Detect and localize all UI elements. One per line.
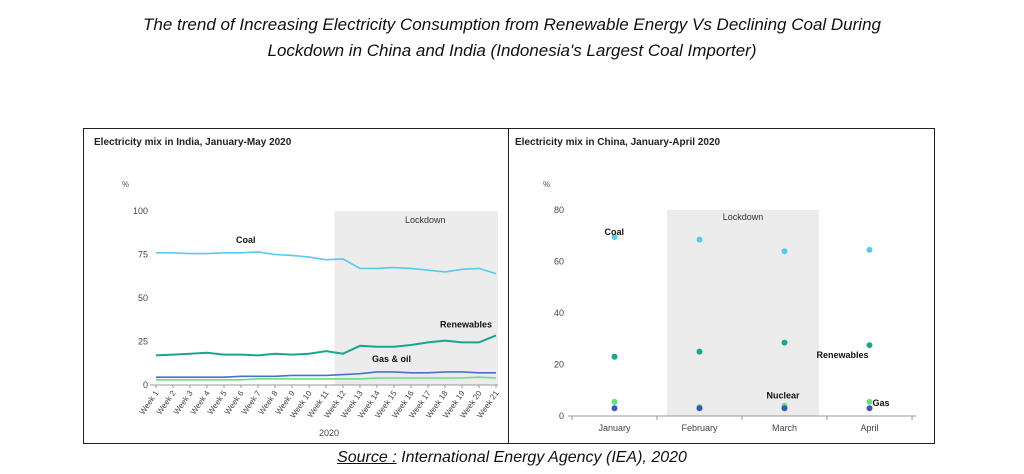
china-renewables-point: [611, 353, 618, 360]
china-renewables-point: [866, 342, 873, 349]
india-lockdown-shade: [334, 211, 498, 385]
charts-frame: [83, 128, 935, 444]
india-y-tick-label: 50: [138, 293, 148, 303]
india-gas-oil-line: [156, 371, 496, 378]
india-chart-title: Electricity mix in India, January-May 20…: [94, 137, 292, 148]
china-coal-point: [781, 248, 788, 255]
china-renewables-point: [781, 339, 788, 346]
india-renewables-line: [155, 334, 497, 357]
china-x-tick-label: March: [772, 423, 797, 433]
china-nuclear-point: [866, 405, 873, 412]
source-note: Source : International Energy Agency (IE…: [0, 449, 1024, 467]
main-title: The trend of Increasing Electricity Cons…: [0, 12, 1024, 64]
india-lockdown-label: Lockdown: [405, 215, 446, 225]
china-gas-annotation: Gas: [873, 398, 890, 408]
china-coal-point: [696, 236, 703, 243]
china-lockdown-label: Lockdown: [723, 212, 764, 222]
source-key: Source :: [337, 449, 397, 466]
china-nuclear-point: [696, 405, 703, 412]
india-y-tick-label: 75: [138, 250, 148, 260]
india-coal-line: [156, 251, 497, 275]
china-x-tick-label: April: [860, 423, 878, 433]
china-gas-point: [866, 398, 873, 405]
india-renewables-annotation: Renewables: [440, 319, 492, 329]
india-coal-annotation: Coal: [236, 235, 256, 245]
main-title-line-2: Lockdown in China and India (Indonesia's…: [267, 41, 757, 60]
china-electricity-chart: Electricity mix in China, January-April …: [515, 137, 916, 433]
india-green-line: [156, 376, 497, 381]
china-y-tick-label: 0: [559, 411, 564, 421]
china-y-tick-label: 60: [554, 257, 564, 267]
india-y-unit: %: [122, 180, 129, 189]
india-y-tick-label: 100: [133, 206, 148, 216]
india-gas-oil-annotation: Gas & oil: [372, 354, 411, 364]
india-y-tick-label: 0: [143, 380, 148, 390]
source-text: International Energy Agency (IEA), 2020: [396, 449, 687, 466]
china-coal-point: [866, 246, 873, 253]
india-x-axis-label: 2020: [319, 428, 339, 438]
china-y-tick-label: 80: [554, 205, 564, 215]
china-chart-title: Electricity mix in China, January-April …: [515, 137, 721, 148]
main-title-line-1: The trend of Increasing Electricity Cons…: [143, 15, 881, 34]
china-coal-point: [611, 234, 618, 241]
china-x-tick-label: February: [681, 423, 718, 433]
china-y-tick-label: 40: [554, 308, 564, 318]
charts-divider: [508, 128, 509, 444]
china-renewables-point: [696, 348, 703, 355]
china-renewables-annotation: Renewables: [817, 350, 869, 360]
china-lockdown-shade: [667, 210, 819, 416]
china-gas-point: [611, 398, 618, 405]
china-nuclear-annotation: Nuclear: [767, 390, 801, 400]
india-electricity-chart: Electricity mix in India, January-May 20…: [94, 137, 501, 438]
china-y-unit: %: [543, 180, 550, 189]
india-y-tick-label: 25: [138, 337, 148, 347]
china-x-tick-label: January: [598, 423, 631, 433]
china-nuclear-point: [781, 405, 788, 412]
china-nuclear-point: [611, 405, 618, 412]
china-y-tick-label: 20: [554, 360, 564, 370]
china-coal-annotation: Coal: [605, 227, 625, 237]
